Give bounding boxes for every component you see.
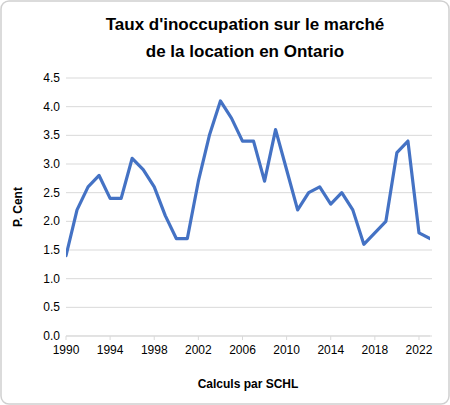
chart-frame xyxy=(1,1,449,404)
x-tick-label: 2006 xyxy=(229,343,256,357)
y-tick-label: 0.0 xyxy=(43,329,60,343)
grid-line xyxy=(66,221,432,222)
grid-line xyxy=(66,250,432,251)
y-tick-label: 3.5 xyxy=(43,128,60,142)
x-tick-label: 2002 xyxy=(185,343,212,357)
x-tick-label: 1990 xyxy=(53,343,80,357)
y-tick-label: 3.0 xyxy=(43,157,60,171)
chart: 0.0 0.5 1.0 1.5 2.0 2.5 3.0 3.5 4.0 4.5 1990 1994 19… xyxy=(0,0,450,405)
x-tick xyxy=(418,336,419,340)
grid-line xyxy=(66,135,432,136)
x-tick-label: 2022 xyxy=(406,343,433,357)
title-line: Taux d'inoccupation sur le marché xyxy=(106,15,385,34)
x-tick-label: 1998 xyxy=(141,343,168,357)
y-tick-label: 2.0 xyxy=(43,214,60,228)
grid-line xyxy=(66,336,432,337)
data-line xyxy=(66,101,430,256)
grid-line xyxy=(66,278,432,279)
grid-line xyxy=(66,307,432,308)
x-tick xyxy=(66,336,67,340)
x-tick xyxy=(374,336,375,340)
title-line: de la location en Ontario xyxy=(146,42,344,61)
x-tick-label: 1994 xyxy=(97,343,124,357)
y-tick-label: 4.0 xyxy=(43,100,60,114)
x-tick xyxy=(154,336,155,340)
grid-line xyxy=(66,192,432,193)
y-tick-label: 0.5 xyxy=(43,300,60,314)
x-tick-label: 2014 xyxy=(317,343,344,357)
chart-title: Taux d'inoccupation sur le marché de la l… xyxy=(106,15,385,61)
x-tick xyxy=(110,336,111,340)
y-tick-label: 4.5 xyxy=(43,71,60,85)
y-tick-label: 1.5 xyxy=(43,243,60,257)
x-tick-label: 2018 xyxy=(361,343,388,357)
x-axis-label: Calculs par SCHL xyxy=(198,377,299,391)
x-tick xyxy=(242,336,243,340)
x-tick xyxy=(286,336,287,340)
grid-line xyxy=(66,78,432,79)
grid-line xyxy=(66,164,432,165)
x-tick xyxy=(330,336,331,340)
y-axis-label: P. Cent xyxy=(11,187,25,227)
x-tick-label: 2010 xyxy=(273,343,300,357)
grid-line xyxy=(66,106,432,107)
y-tick-label: 1.0 xyxy=(43,272,60,286)
y-tick-label: 2.5 xyxy=(43,186,60,200)
x-axis-line xyxy=(66,336,430,337)
x-tick xyxy=(198,336,199,340)
plot-area xyxy=(66,101,430,256)
